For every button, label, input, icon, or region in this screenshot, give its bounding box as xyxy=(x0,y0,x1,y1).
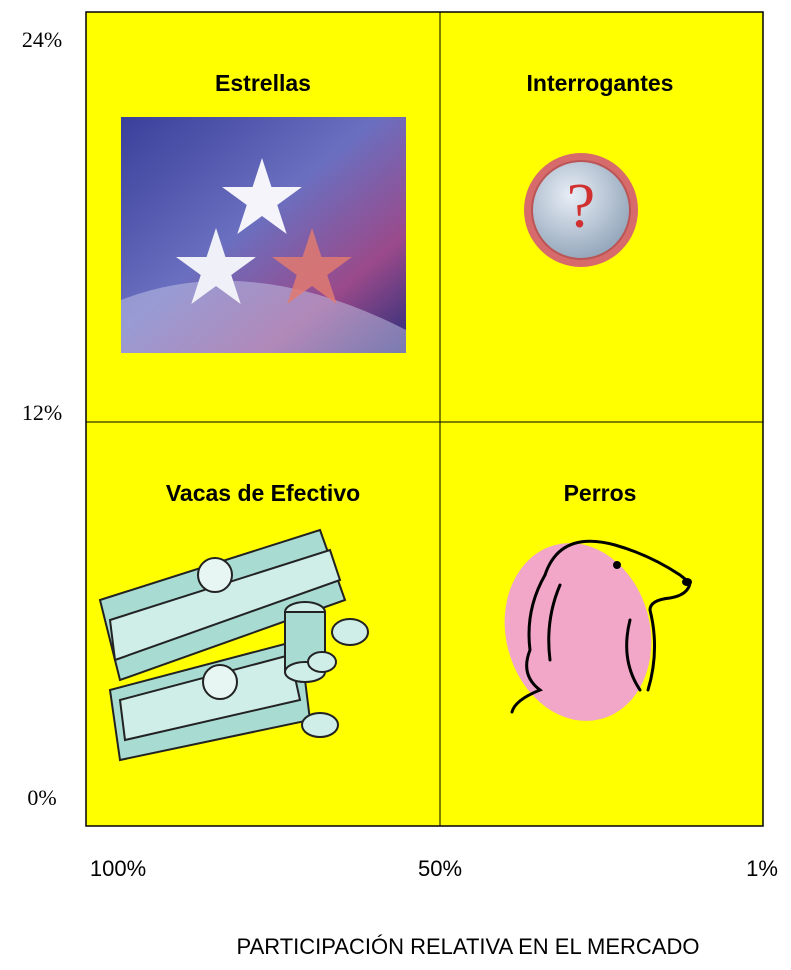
quadrant-title: Estrellas xyxy=(215,70,311,96)
x-label: 100% xyxy=(90,856,146,881)
bcg-matrix: 24% 12% 0% 100% 50% 1% PARTICIPACIÓN REL… xyxy=(0,0,791,970)
svg-text:?: ? xyxy=(567,170,595,241)
y-label: 12% xyxy=(22,400,62,425)
quadrant-title: Vacas de Efectivo xyxy=(166,480,360,506)
y-label: 24% xyxy=(22,27,62,52)
quadrant-title: Interrogantes xyxy=(527,70,674,96)
question-icon: ? xyxy=(524,153,638,267)
x-label: 50% xyxy=(418,856,462,881)
x-label: 1% xyxy=(746,856,778,881)
quadrant-title: Perros xyxy=(564,480,637,506)
y-label: 0% xyxy=(27,785,56,810)
stars-image xyxy=(121,117,406,353)
x-axis-title: PARTICIPACIÓN RELATIVA EN EL MERCADO xyxy=(237,934,700,959)
